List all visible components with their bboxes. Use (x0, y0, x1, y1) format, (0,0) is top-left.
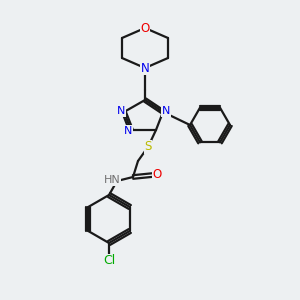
Text: N: N (124, 126, 132, 136)
Text: HN: HN (103, 175, 120, 185)
Text: S: S (144, 140, 152, 154)
Text: N: N (162, 106, 170, 116)
Text: O: O (152, 169, 162, 182)
Text: N: N (141, 61, 149, 74)
Text: O: O (140, 22, 150, 34)
Text: Cl: Cl (103, 254, 115, 268)
Text: N: N (117, 106, 125, 116)
